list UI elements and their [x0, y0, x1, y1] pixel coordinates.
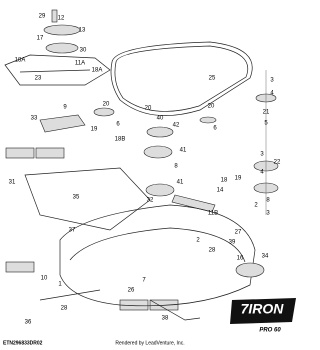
- part-callout: 9: [63, 105, 67, 111]
- part-callout: 7: [142, 278, 146, 284]
- warning-label: [5, 147, 35, 159]
- part-callout: 28: [61, 306, 68, 312]
- idler-arm: [171, 194, 216, 213]
- part-callout: 29: [39, 14, 46, 20]
- part-callout: 16: [237, 256, 244, 262]
- part-callout: 13: [79, 28, 86, 34]
- mower-deck: [59, 204, 256, 307]
- warning-label: [35, 147, 65, 159]
- part-callout: 31: [9, 180, 16, 186]
- part-callout: 20: [208, 104, 215, 110]
- part-callout: 18: [221, 178, 228, 184]
- part-callout: 41: [177, 180, 184, 186]
- render-credit: Rendered by LeadVenture, Inc.: [115, 340, 184, 346]
- part-callout: 17: [37, 36, 44, 42]
- part-callout: 8: [266, 198, 270, 204]
- part-callout: 37: [69, 228, 76, 234]
- warning-label: [149, 299, 179, 311]
- part-callout: 34: [262, 254, 269, 260]
- part-callout: 4: [260, 170, 264, 176]
- part-callout: 39: [229, 240, 236, 246]
- drawing-code: ETN296833DR02: [3, 340, 43, 346]
- spindle-plate: [45, 42, 79, 54]
- parts-diagram: 7IRON PRO 60 ETN296833DR02 Rendered by L…: [3, 9, 296, 346]
- part-callout: 27: [235, 230, 242, 236]
- bolt: [51, 9, 58, 23]
- part-callout: 36: [25, 320, 32, 326]
- gauge-wheel: [235, 262, 265, 278]
- part-callout: 18A: [15, 58, 26, 64]
- part-callout: 41: [180, 148, 187, 154]
- part-callout: 35: [73, 195, 80, 201]
- part-callout: 5: [264, 121, 268, 127]
- part-callout: 3: [266, 211, 270, 217]
- part-callout: 1: [58, 282, 62, 288]
- part-callout: 42: [173, 123, 180, 129]
- bracket: [149, 299, 201, 321]
- part-callout: 26: [128, 288, 135, 294]
- belt: [114, 45, 249, 112]
- part-callout: 19: [235, 176, 242, 182]
- pulley: [143, 145, 173, 159]
- part-callout: 6: [213, 126, 217, 132]
- belt: [110, 41, 253, 116]
- part-callout: 28: [209, 248, 216, 254]
- part-callout: 6: [116, 122, 120, 128]
- part-callout: 18A: [92, 68, 103, 74]
- logo-brand: 7IRON: [241, 301, 285, 317]
- part-callout: 21: [263, 110, 270, 116]
- logo-badge: [230, 298, 296, 324]
- warning-label: [5, 261, 35, 273]
- part-callout: 25: [209, 76, 216, 82]
- part-callout: 2: [196, 238, 200, 244]
- part-callout: 20: [145, 106, 152, 112]
- part-callout: 38: [162, 316, 169, 322]
- part-callout: 20: [103, 102, 110, 108]
- belt-cover: [24, 167, 151, 231]
- part-callout: 11B: [208, 211, 218, 217]
- part-callout: 30: [80, 48, 87, 54]
- drawing: [4, 9, 296, 324]
- part-callout: 19: [91, 127, 98, 133]
- blade: [4, 54, 111, 86]
- part-callout: 2: [254, 203, 258, 209]
- part-callout: 8: [174, 164, 178, 170]
- part-callout: 4: [270, 91, 274, 97]
- logo-model: PRO 60: [259, 328, 281, 334]
- pulley: [93, 107, 115, 117]
- shield: [39, 114, 86, 133]
- spring: [39, 289, 101, 301]
- deck-edge: [69, 227, 246, 263]
- part-callout: 32: [147, 198, 154, 204]
- spindle-plate: [43, 24, 81, 36]
- part-callout: 14: [217, 188, 224, 194]
- part-callout: 12: [58, 16, 65, 22]
- blade-edge: [19, 69, 91, 73]
- part-callout: 18B: [115, 137, 126, 143]
- part-callout: 22: [274, 160, 281, 166]
- part-callout: 23: [35, 76, 42, 82]
- pulley: [199, 116, 217, 124]
- part-callout: 3: [270, 78, 274, 84]
- part-callout: 40: [157, 116, 164, 122]
- part-callout: 3: [260, 152, 264, 158]
- pulley: [146, 126, 174, 138]
- part-callout: 10: [41, 276, 48, 282]
- part-callout: 11A: [75, 61, 85, 67]
- pulley: [145, 183, 175, 197]
- part-callout: 33: [31, 116, 38, 122]
